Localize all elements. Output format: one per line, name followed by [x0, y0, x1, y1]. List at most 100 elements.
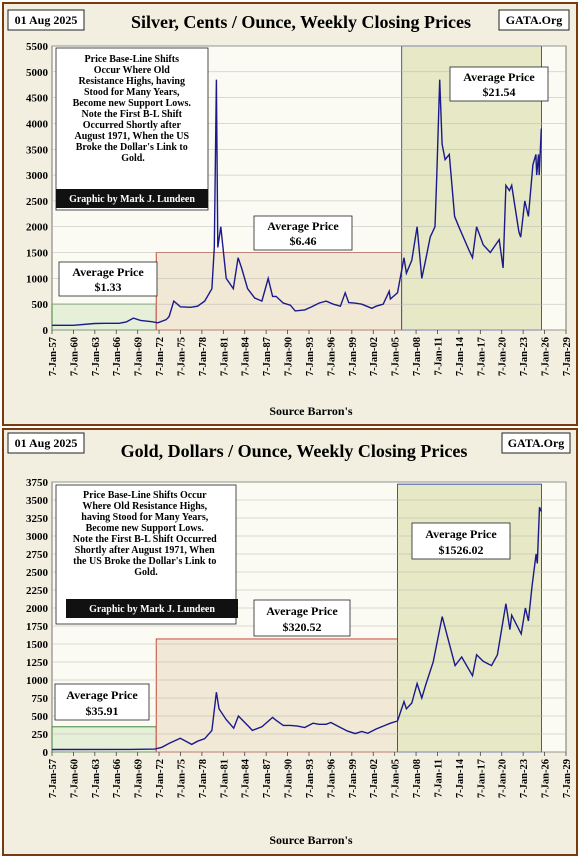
credit-text: Graphic by Mark J. Lundeen: [89, 604, 215, 615]
x-tick-label: 7-Jan-90: [284, 337, 295, 376]
x-tick-label: 7-Jan-99: [348, 337, 359, 376]
y-tick-label: 250: [32, 729, 49, 741]
series-line: [52, 79, 542, 326]
avg-label-1: Average Price: [66, 688, 138, 702]
x-tick-label: 7-Jan-96: [326, 759, 337, 798]
region-2: [155, 252, 403, 331]
y-tick-label: 4000: [26, 118, 49, 130]
avg-value-3: $1526.02: [439, 543, 484, 557]
y-tick-label: 2500: [26, 196, 49, 208]
region-2: [155, 638, 398, 753]
silver-panel: 01 Aug 2025 Silver, Cents / Ounce, Weekl…: [2, 2, 578, 426]
x-tick-label: 7-Jan-81: [219, 337, 230, 376]
x-tick-label: 7-Jan-78: [198, 337, 209, 376]
note-text: Price Base-Line Shifts Occur Where Old R…: [73, 54, 194, 164]
x-tick-label: 7-Jan-90: [284, 759, 295, 798]
y-tick-label: 1500: [26, 248, 49, 260]
note-box: [55, 47, 209, 211]
avg-box-1: [58, 261, 158, 297]
x-tick-label: 7-Jan-60: [69, 337, 80, 376]
x-tick-label: 7-Jan-72: [155, 759, 166, 798]
chart-title: Gold, Dollars / Ounce, Weekly Closing Pr…: [121, 441, 468, 461]
avg-value-2: $6.46: [290, 234, 317, 248]
x-tick-label: 7-Jan-81: [219, 759, 230, 798]
source-tag: GATA.Org: [508, 436, 565, 450]
note-text: Price Base-Line Shifts Occur Where Old R…: [73, 490, 219, 578]
silver-chart: 01 Aug 2025 Silver, Cents / Ounce, Weekl…: [7, 9, 573, 418]
x-axis-label: Source Barron's: [269, 833, 353, 847]
x-tick-label: 7-Jan-66: [112, 759, 123, 798]
x-tick-label: 7-Jan-63: [91, 759, 102, 798]
x-tick-label: 7-Jan-05: [391, 759, 402, 798]
y-tick-label: 0: [43, 747, 49, 759]
y-tick-label: 4500: [26, 93, 49, 105]
avg-label-2: Average Price: [267, 219, 339, 233]
x-tick-label: 7-Jan-84: [241, 336, 252, 376]
x-tick-label: 7-Jan-93: [305, 759, 316, 798]
x-tick-label: 7-Jan-26: [541, 759, 552, 798]
avg-value-3: $21.54: [483, 85, 516, 99]
x-tick-label: 7-Jan-99: [348, 759, 359, 798]
x-tick-label: 7-Jan-11: [433, 337, 444, 376]
y-tick-label: 1500: [26, 639, 49, 651]
source-tag: GATA.Org: [506, 13, 563, 27]
y-tick-label: 1250: [26, 657, 49, 669]
x-tick-label: 7-Jan-29: [562, 759, 573, 798]
source-tag-frame: [501, 432, 571, 454]
x-tick-label: 7-Jan-29: [562, 337, 573, 376]
credit-box: [66, 599, 238, 618]
date-box: 01 Aug 2025: [15, 436, 78, 450]
x-tick-label: 7-Jan-96: [326, 337, 337, 376]
y-tick-label: 750: [32, 693, 49, 705]
x-tick-label: 7-Jan-11: [433, 759, 444, 798]
y-tick-label: 1000: [26, 273, 49, 285]
x-tick-label: 7-Jan-84: [241, 758, 252, 798]
avg-box-3: [449, 66, 549, 102]
avg-value-1: $1.33: [95, 280, 122, 294]
y-tick-label: 3250: [26, 513, 49, 525]
x-tick-label: 7-Jan-87: [262, 337, 273, 376]
date-box-frame: [7, 9, 85, 31]
date-box-frame: [7, 432, 85, 454]
y-tick-label: 2000: [26, 603, 49, 615]
credit-text: Graphic by Mark J. Lundeen: [69, 194, 195, 205]
x-tick-label: 7-Jan-72: [155, 337, 166, 376]
x-tick-label: 7-Jan-63: [91, 337, 102, 376]
x-tick-label: 7-Jan-02: [369, 759, 380, 798]
x-tick-label: 7-Jan-69: [134, 759, 145, 798]
y-tick-label: 500: [32, 299, 49, 311]
y-tick-label: 2250: [26, 585, 49, 597]
x-tick-label: 7-Jan-20: [498, 337, 509, 376]
chart-title: Silver, Cents / Ounce, Weekly Closing Pr…: [131, 12, 471, 32]
y-tick-label: 500: [32, 711, 49, 723]
y-axis: 0 250 500 750 1000 1250 1500 1750 2000 2250 2500 27…: [26, 477, 49, 759]
y-tick-label: 3500: [26, 495, 49, 507]
y-tick-label: 1000: [26, 675, 49, 687]
y-tick-label: 3000: [26, 170, 49, 182]
avg-box-2: [253, 599, 351, 637]
x-tick-label: 7-Jan-23: [519, 759, 530, 798]
avg-value-2: $320.52: [283, 620, 322, 634]
date-box: 01 Aug 2025: [15, 13, 78, 27]
y-tick-label: 2000: [26, 222, 49, 234]
x-axis: 7-Jan-57 7-Jan-60 7-Jan-63 7-Jan-66 7-Jan-69…: [48, 752, 573, 798]
x-axis-label: Source Barron's: [269, 404, 353, 418]
y-tick-label: 3000: [26, 531, 49, 543]
x-axis: 7-Jan-57 7-Jan-60 7-Jan-63 7-Jan-66 7-Jan-69…: [48, 330, 573, 376]
y-tick-label: 0: [43, 325, 49, 337]
x-tick-label: 7-Jan-57: [48, 759, 59, 798]
region-1: [51, 303, 157, 331]
y-tick-label: 2500: [26, 567, 49, 579]
avg-box-1: [54, 683, 150, 721]
x-tick-label: 7-Jan-17: [476, 337, 487, 376]
x-tick-label: 7-Jan-57: [48, 337, 59, 376]
x-tick-label: 7-Jan-14: [455, 336, 466, 376]
gold-panel: 01 Aug 2025 Gold, Dollars / Ounce, Weekl…: [2, 428, 578, 856]
y-tick-label: 5500: [26, 41, 49, 53]
avg-label-3: Average Price: [425, 527, 497, 541]
y-tick-label: 2750: [26, 549, 49, 561]
x-tick-label: 7-Jan-60: [69, 759, 80, 798]
avg-label-1: Average Price: [72, 265, 144, 279]
x-tick-label: 7-Jan-02: [369, 337, 380, 376]
x-tick-label: 7-Jan-20: [498, 759, 509, 798]
